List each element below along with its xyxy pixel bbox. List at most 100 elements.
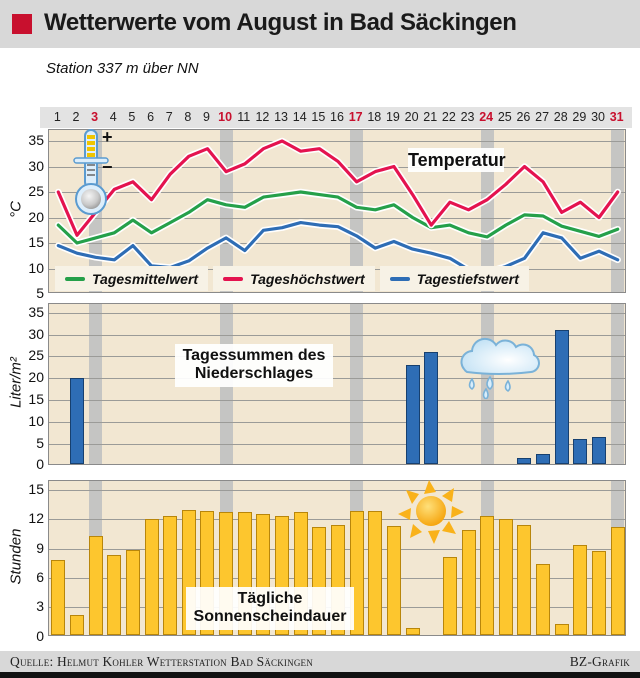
sunshine-bar-day-29 <box>573 544 588 635</box>
page-title: Wetterwerte vom August in Bad Säckingen <box>44 9 517 36</box>
sunshine-bar-day-19 <box>386 526 401 635</box>
gridline <box>49 421 625 423</box>
y-tick-label: 35 <box>28 132 44 148</box>
day-axis-strip: 1 2 3 4 5 6 7 8 9 10 11 12 13 14 15 16 17 18 19 20 21 22 23 24 2… <box>40 107 632 128</box>
sunshine-bar-day-31 <box>610 527 625 635</box>
gridline <box>49 243 625 244</box>
legend-item-mean: Tagesmittelwert <box>55 266 209 291</box>
thermometer-icon: + − <box>73 127 113 215</box>
day-label: 27 <box>535 110 550 124</box>
footer-bar <box>0 651 640 672</box>
temperature-plot <box>48 129 626 293</box>
svg-text:+: + <box>102 127 113 147</box>
sunshine-bar-day-5 <box>125 549 140 635</box>
legend-label-min: Tagestiefstwert <box>416 270 519 287</box>
day-label: 22 <box>441 110 456 124</box>
sunshine-bar-day-6 <box>144 519 159 635</box>
day-label: 10 <box>218 110 233 124</box>
series-line-Tagesmittelwert <box>56 190 620 245</box>
svg-text:−: − <box>102 157 113 177</box>
sunshine-bar-day-20 <box>405 627 420 635</box>
y-tick-label: 15 <box>28 234 44 250</box>
y-tick-label: 35 <box>28 303 44 320</box>
day-label: 6 <box>147 110 155 124</box>
series-line-Tagesmittelwert <box>55 188 621 247</box>
gridline <box>49 490 625 491</box>
day-label: 24 <box>479 110 494 124</box>
day-label: 7 <box>165 110 173 124</box>
sunshine-bar-day-23 <box>461 530 476 635</box>
y-tick-label: 6 <box>36 569 44 586</box>
gridline <box>49 192 625 193</box>
y-tick-label: 30 <box>28 157 44 174</box>
day-label: 31 <box>609 110 624 124</box>
day-label: 26 <box>516 110 531 124</box>
day-label: 5 <box>128 110 136 124</box>
precipitation-chart-title: Tagessummen des Niederschlages <box>175 344 333 387</box>
sunshine-bar-day-3 <box>88 535 103 635</box>
sunshine-bar-day-24 <box>480 516 495 635</box>
sunshine-bar-day-25 <box>498 519 513 635</box>
sunshine-bar-day-4 <box>107 554 122 635</box>
day-label: 12 <box>255 110 270 124</box>
y-tick-label: 10 <box>28 412 44 429</box>
series-line-Tagestiefstwert <box>56 220 620 274</box>
sunday-band <box>611 130 625 292</box>
source-credit: Quelle: Helmut Kohler Wetterstation Bad … <box>10 654 313 669</box>
legend-item-max: Tageshöchstwert <box>213 266 375 291</box>
legend-item-min: Tagestiefstwert <box>379 266 529 291</box>
precipitation-bar-day-27 <box>536 453 551 464</box>
day-label: 13 <box>274 110 289 124</box>
y-tick-label: 12 <box>28 510 44 527</box>
y-tick-label: 5 <box>36 285 44 301</box>
legend-label-mean: Tagesmittelwert <box>92 270 199 287</box>
y-tick-label: 15 <box>28 390 44 407</box>
day-label: 21 <box>423 110 438 124</box>
precipitation-bar-day-30 <box>592 436 607 464</box>
sunshine-bar-day-22 <box>442 556 457 635</box>
day-label: 17 <box>348 110 363 124</box>
sunshine-bar-day-26 <box>517 525 532 635</box>
sunshine-bar-day-1 <box>51 560 66 635</box>
day-label: 14 <box>292 110 307 124</box>
precipitation-bar-day-20 <box>405 365 420 464</box>
header-bar: Wetterwerte vom August in Bad Säckingen <box>0 0 640 48</box>
sunshine-bar-day-18 <box>368 510 383 635</box>
precipitation-bar-day-29 <box>573 439 588 464</box>
y-tick-label: 20 <box>28 208 44 225</box>
day-label: 29 <box>572 110 587 124</box>
y-tick-label: 25 <box>28 183 44 199</box>
gridline <box>49 312 625 314</box>
sunday-band <box>350 130 364 292</box>
day-label: 16 <box>330 110 344 124</box>
sunshine-bar-day-7 <box>163 516 178 635</box>
series-line-Tageshöchstwert <box>56 139 620 237</box>
gridline <box>49 399 625 401</box>
day-label: 1 <box>53 110 61 124</box>
footer-rule <box>0 672 640 678</box>
sunshine-bar-day-28 <box>554 623 569 635</box>
y-tick-label: 9 <box>36 539 44 556</box>
day-label: 3 <box>91 110 99 124</box>
y-tick-label: 5 <box>36 434 44 451</box>
gridline <box>49 166 625 168</box>
y-tick-label: 3 <box>36 598 44 615</box>
gridline <box>49 356 625 358</box>
graphic-credit: BZ-Grafik <box>569 654 630 669</box>
series-line-Tageshöchstwert <box>55 137 621 239</box>
day-label: 20 <box>404 110 419 124</box>
sunshine-bar-day-30 <box>592 550 607 635</box>
mean-line-swatch <box>65 276 85 281</box>
day-label: 11 <box>237 110 251 124</box>
precipitation-bar-day-21 <box>424 352 439 464</box>
day-label: 28 <box>553 110 568 124</box>
day-label: 23 <box>460 110 475 124</box>
precipitation-bar-day-28 <box>554 330 569 464</box>
title-bullet-square <box>12 14 32 34</box>
day-label: 9 <box>202 110 210 124</box>
station-subtitle: Station 337 m über NN <box>46 60 199 77</box>
sunday-band <box>611 304 625 464</box>
y-tick-label: 30 <box>28 325 44 342</box>
temperature-chart-title: Temperatur <box>408 148 506 172</box>
